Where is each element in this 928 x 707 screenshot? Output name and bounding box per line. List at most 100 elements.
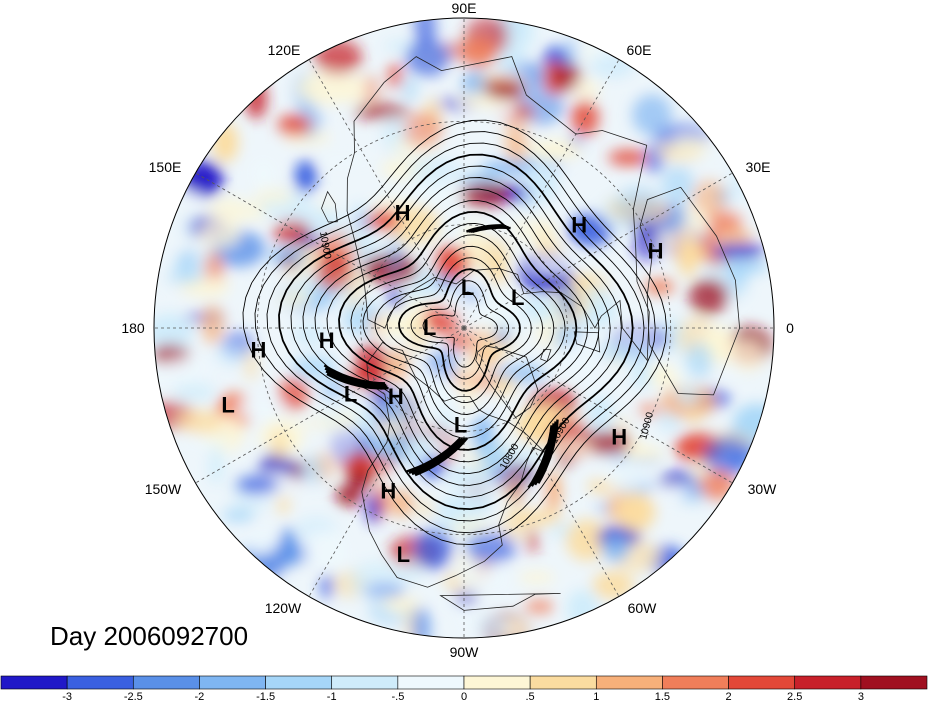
anomaly-blob: [566, 589, 600, 628]
anomaly-blob: [469, 483, 492, 519]
anomaly-blob: [353, 103, 410, 120]
anomaly-blob: [291, 355, 337, 380]
anomaly-blob: [518, 572, 555, 583]
anomaly-blob: [684, 342, 714, 379]
height-contour: [302, 177, 611, 486]
colorbar-swatch: [132, 675, 200, 690]
lon-label-0: 0: [786, 320, 794, 336]
colorbar-tick-label: .5: [526, 691, 535, 702]
height-contour: [242, 119, 667, 546]
anomaly-blob: [487, 565, 512, 596]
lon-label-90e: 90E: [452, 0, 477, 16]
anomaly-blob: [459, 182, 511, 207]
anomaly-blob: [490, 377, 517, 396]
anomaly-blob: [437, 406, 453, 442]
anomaly-blob: [503, 449, 547, 462]
anomaly-blob: [412, 607, 430, 638]
anomaly-blob: [602, 534, 630, 562]
anomaly-blob: [551, 63, 583, 92]
high-pressure-label: H: [648, 239, 664, 264]
colorbar-tick-label: 3: [858, 691, 864, 702]
anomaly-blob: [154, 313, 193, 352]
anomaly-blob: [458, 605, 476, 633]
height-contour: [254, 131, 656, 534]
jet-contour: [527, 425, 553, 489]
anomaly-blob: [332, 426, 358, 459]
anomaly-blob: [525, 600, 554, 614]
anomaly-blob: [336, 384, 376, 413]
colorbar-tick-label: -3: [62, 691, 72, 702]
colorbar-tick-label: 0: [461, 691, 467, 702]
anomaly-blob: [623, 447, 665, 460]
high-pressure-label: H: [380, 478, 396, 503]
anomaly-blob: [236, 475, 279, 495]
anomaly-blob: [453, 363, 494, 374]
colorbar-tick-label: 2: [726, 691, 732, 702]
anomaly-blob: [587, 395, 614, 433]
map-boundary: [153, 17, 775, 639]
anomaly-blob: [402, 558, 424, 582]
coastline: [346, 56, 650, 362]
island-coastline: [573, 331, 601, 353]
colorbar-tick-label: -2: [195, 691, 205, 702]
anomaly-blob: [692, 180, 727, 215]
colorbar-swatch: [529, 675, 597, 690]
anomaly-blob: [318, 154, 369, 167]
anomaly-blob: [388, 62, 403, 89]
lon-label-30w: 30W: [748, 481, 778, 497]
anomaly-blob: [616, 492, 656, 532]
colorbar-swatch: [463, 675, 531, 690]
lon-label-150e: 150E: [149, 159, 182, 175]
colorbar-tick-label: 2.5: [787, 691, 802, 702]
height-contour: [374, 245, 544, 415]
anomaly-blob: [474, 74, 519, 87]
anomaly-blob: [245, 79, 267, 119]
jet-contour: [414, 437, 469, 477]
longitude-labels: 90E 60E 30E 0 30W 60W 90W 120W 150W 180 …: [121, 0, 794, 660]
anomaly-blob: [526, 140, 582, 160]
colorbar-swatch: [794, 675, 862, 690]
anomaly-blob: [172, 382, 217, 403]
anomaly-blob: [403, 111, 442, 148]
anomaly-blob: [254, 188, 294, 204]
colorbar-tick-label: -1: [327, 691, 337, 702]
anomaly-blob: [166, 270, 204, 285]
anomaly-blob: [603, 460, 651, 492]
anomaly-blob: [721, 260, 769, 274]
jet-contour: [408, 437, 464, 475]
anomaly-blob: [214, 342, 250, 367]
anomaly-blob: [458, 36, 499, 68]
anomaly-blob: [699, 469, 735, 501]
coastline: [475, 345, 539, 419]
low-pressure-label: L: [344, 381, 357, 406]
colorbar-swatch: [0, 675, 68, 690]
anomaly-blob: [414, 528, 454, 570]
colorbar-swatch: [397, 675, 465, 690]
anomaly-blob: [733, 403, 774, 440]
anomaly-field: [154, 18, 774, 638]
anomaly-blob: [389, 235, 403, 278]
anomaly-blob: [314, 530, 348, 572]
colorbar-swatch: [199, 675, 266, 690]
anomaly-blob: [401, 75, 419, 103]
jet-contour: [405, 437, 462, 473]
anomaly-blob: [612, 406, 635, 421]
high-pressure-label: H: [319, 328, 335, 353]
anomaly-blob: [389, 489, 414, 518]
anomaly-blob: [608, 149, 649, 166]
anomaly-blob: [466, 531, 516, 565]
colorbar-tick-label: -2.5: [124, 691, 143, 702]
low-pressure-label: L: [397, 542, 410, 567]
anomaly-blob: [566, 519, 609, 561]
anomaly-blob: [177, 409, 221, 434]
colorbar-swatch: [331, 675, 399, 690]
jet-contour: [324, 367, 387, 387]
height-contours: [242, 119, 667, 546]
anomaly-blob: [277, 114, 312, 137]
coastline: [439, 593, 561, 611]
anomaly-blob: [685, 407, 703, 425]
anomaly-blob: [320, 573, 333, 599]
height-contour: [422, 291, 498, 368]
